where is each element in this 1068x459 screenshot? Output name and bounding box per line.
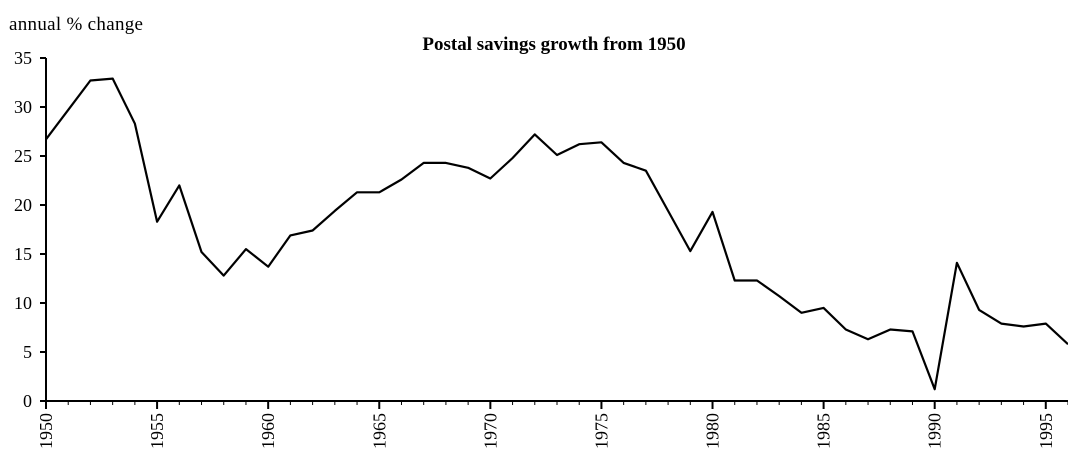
y-tick-label: 20 (14, 195, 32, 215)
x-tick-label: 1985 (814, 413, 834, 449)
plot-area (45, 77, 1068, 391)
x-tick-label: 1995 (1036, 413, 1056, 449)
y-tick-label: 5 (23, 342, 32, 362)
y-ticks: 0 5 10 15 20 25 30 35 (14, 48, 46, 411)
x-tick-label: 1965 (369, 413, 389, 449)
y-tick-label: 35 (14, 48, 32, 68)
y-tick-label: 15 (14, 244, 32, 264)
y-tick-label: 10 (14, 293, 32, 313)
y-tick-label: 25 (14, 146, 32, 166)
y-tick-label: 0 (23, 391, 32, 411)
x-tick-label: 1975 (591, 413, 611, 449)
y-axis-label: annual % change (9, 14, 144, 35)
x-tick-label: 1960 (258, 413, 278, 449)
y-tick-label: 30 (14, 97, 32, 117)
axes (45, 58, 1068, 402)
series-line (45, 77, 1068, 391)
x-ticks: 1950 1955 1960 1965 1970 1975 1980 1985 1990 1995 (36, 401, 1068, 449)
x-tick-label: 1970 (480, 413, 500, 449)
chart-title: Postal savings growth from 1950 (422, 34, 686, 55)
x-tick-label: 1955 (147, 413, 167, 449)
x-tick-label: 1950 (36, 413, 56, 449)
x-tick-label: 1980 (703, 413, 723, 449)
x-tick-label: 1990 (925, 413, 945, 449)
